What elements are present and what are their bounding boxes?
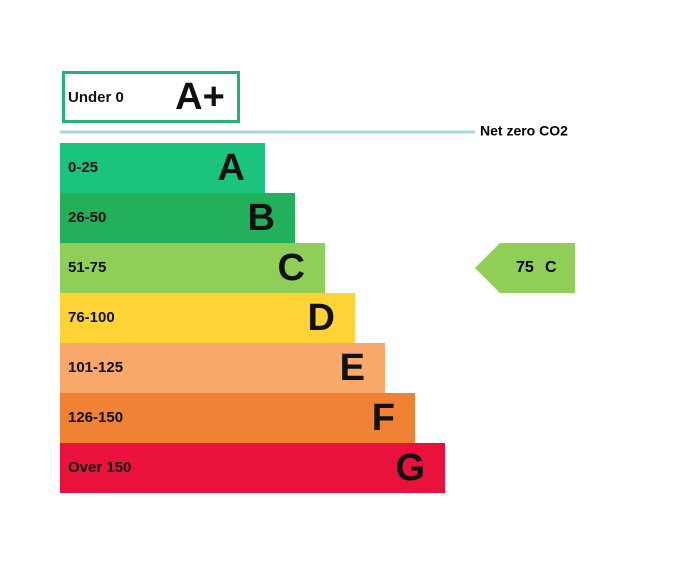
band-bar xyxy=(60,143,265,193)
current-arrow xyxy=(475,243,575,293)
top-band-range: Under 0 xyxy=(68,89,124,106)
net-zero-label: Net zero CO2 xyxy=(480,123,568,139)
band-bar xyxy=(60,343,385,393)
band-range: 26-50 xyxy=(68,209,106,226)
band-bar xyxy=(60,293,355,343)
band-letter: D xyxy=(308,297,335,339)
band-letter: G xyxy=(395,447,425,489)
band-letter: A xyxy=(218,147,245,189)
band-range: Over 150 xyxy=(68,459,131,476)
band-range: 101-125 xyxy=(68,359,123,376)
top-band-letter: A+ xyxy=(175,76,225,118)
band-range: 0-25 xyxy=(68,159,98,176)
band-range: 126-150 xyxy=(68,409,123,426)
top-band-box xyxy=(62,71,240,123)
current-band: C xyxy=(545,259,557,276)
band-bar xyxy=(60,393,415,443)
band-letter: B xyxy=(248,197,275,239)
band-bar xyxy=(60,443,445,493)
band-letter: E xyxy=(340,347,365,389)
band-range: 76-100 xyxy=(68,309,115,326)
band-range: 51-75 xyxy=(68,259,106,276)
band-letter: C xyxy=(278,247,305,289)
band-letter: F xyxy=(372,397,395,439)
band-bar xyxy=(60,193,295,243)
band-bar xyxy=(60,243,325,293)
current-value: 75 xyxy=(516,259,534,276)
